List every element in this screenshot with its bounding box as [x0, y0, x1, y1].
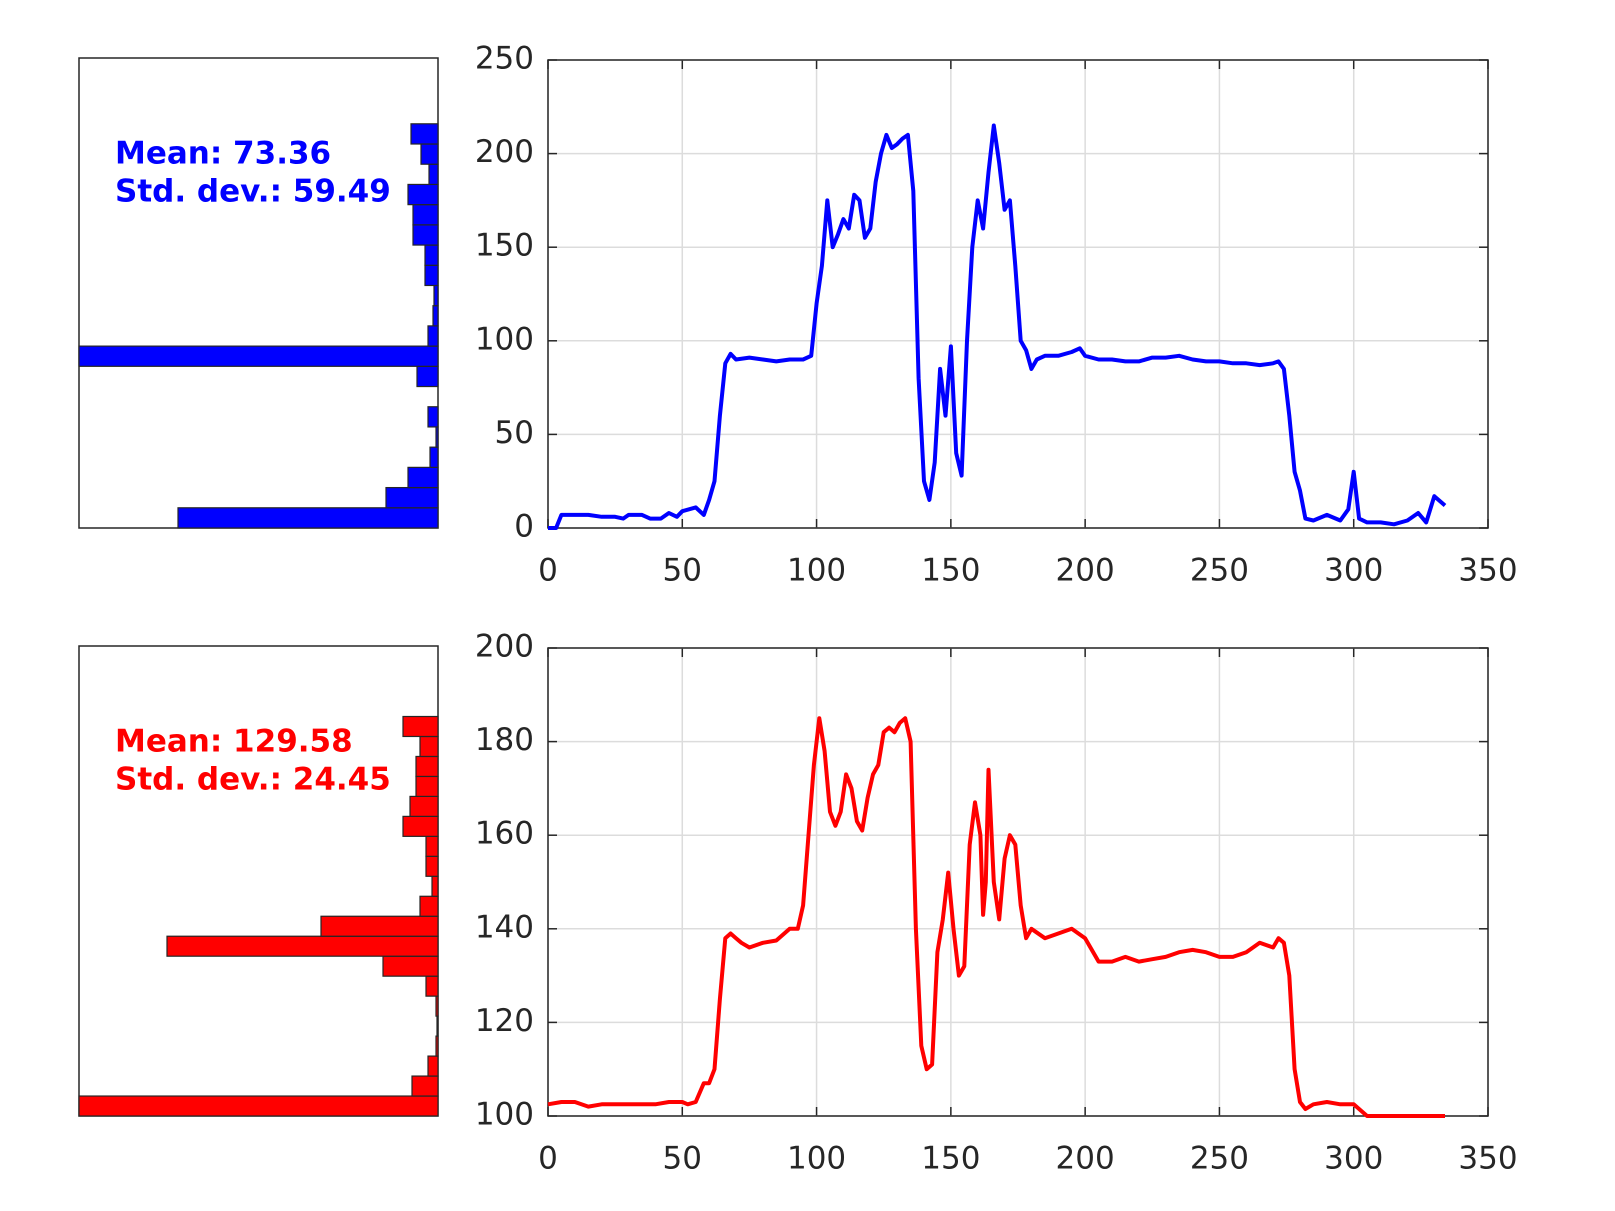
histogram-bar	[78, 345, 439, 367]
data-line	[548, 123, 1447, 530]
histogram-bar	[382, 955, 439, 977]
histogram-bar	[429, 446, 439, 468]
histogram-bar	[428, 163, 439, 186]
histogram-bar	[385, 486, 439, 509]
x-tick-label: 300	[1324, 553, 1383, 589]
x-tick-label: 100	[787, 553, 846, 589]
axes-box	[78, 57, 439, 529]
histogram-bar	[435, 426, 439, 448]
stat-annotation: Mean: 129.58	[115, 724, 353, 760]
histogram-bar	[435, 995, 439, 1017]
histogram-bar	[407, 183, 439, 206]
histogram-bar	[425, 855, 439, 877]
y-tick-label: 140	[475, 909, 534, 945]
data-line	[547, 716, 1445, 1118]
histogram-bar	[419, 735, 439, 758]
y-tick-label: 160	[475, 816, 534, 852]
histogram-bar	[427, 1055, 439, 1077]
histogram-bar	[436, 1015, 439, 1037]
y-tick-label: 100	[475, 1097, 534, 1133]
x-tick-label: 50	[663, 553, 702, 589]
histogram-bar	[425, 835, 439, 857]
histogram-bar	[433, 284, 439, 307]
histogram-bar	[424, 264, 439, 287]
histogram-bar	[412, 204, 439, 226]
histogram-bar	[177, 507, 439, 529]
histogram-bar	[409, 795, 439, 817]
x-tick-label: 300	[1324, 1141, 1383, 1177]
stat-annotation: Mean: 73.36	[115, 136, 331, 172]
x-tick-label: 350	[1458, 1141, 1517, 1177]
y-tick-label: 250	[475, 41, 534, 77]
histogram-bar	[419, 895, 439, 917]
y-tick-label: 180	[475, 722, 534, 758]
histogram-bar	[435, 1035, 439, 1057]
x-tick-label: 0	[538, 553, 558, 589]
axes-box	[78, 645, 439, 1117]
histogram-bar	[166, 935, 439, 957]
x-tick-label: 250	[1190, 553, 1249, 589]
y-tick-label: 0	[514, 509, 534, 545]
histogram-bar	[402, 715, 439, 738]
histogram-bar	[407, 466, 439, 489]
histogram-bar	[415, 775, 439, 797]
histogram-bar	[431, 875, 439, 897]
x-tick-label: 200	[1056, 1141, 1115, 1177]
histogram-bar	[420, 143, 439, 165]
y-tick-label: 200	[475, 629, 534, 665]
x-tick-label: 150	[921, 1141, 980, 1177]
y-tick-label: 120	[475, 1003, 534, 1039]
histogram-bar	[432, 305, 439, 327]
x-tick-label: 200	[1056, 553, 1115, 589]
histogram-bar	[402, 815, 439, 837]
stat-annotation: Std. dev.: 24.45	[115, 762, 391, 798]
histogram-bar	[427, 406, 439, 428]
x-tick-label: 50	[663, 1141, 702, 1177]
axes-frame	[547, 59, 1489, 529]
histogram-bar	[320, 915, 439, 937]
y-tick-label: 200	[475, 134, 534, 170]
histogram-bar	[427, 325, 439, 347]
x-tick-label: 250	[1190, 1141, 1249, 1177]
histogram-bar	[416, 365, 439, 388]
histogram-bar	[410, 123, 439, 145]
histogram-bar	[412, 224, 439, 246]
histogram-bar	[411, 1075, 439, 1097]
x-tick-label: 150	[921, 553, 980, 589]
axes-frame	[547, 647, 1489, 1117]
x-tick-label: 0	[538, 1141, 558, 1177]
x-tick-label: 350	[1458, 553, 1517, 589]
x-tick-label: 100	[787, 1141, 846, 1177]
y-tick-label: 100	[475, 321, 534, 357]
histogram-bar	[425, 975, 439, 997]
y-tick-label: 150	[475, 228, 534, 264]
histogram-bar	[424, 244, 439, 266]
histogram-bar	[78, 1095, 439, 1117]
stat-annotation: Std. dev.: 59.49	[115, 174, 391, 210]
histogram-bar	[415, 755, 439, 778]
y-tick-label: 50	[495, 415, 534, 451]
